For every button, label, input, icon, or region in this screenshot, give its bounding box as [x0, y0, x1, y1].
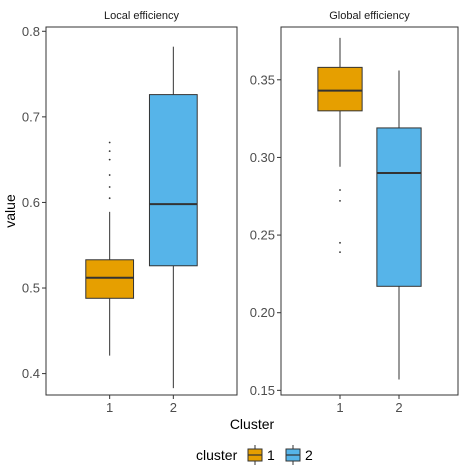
outlier-point — [339, 241, 341, 244]
panel-title: Global efficiency — [329, 10, 410, 22]
y-tick-label: 0.7 — [22, 109, 40, 124]
x-tick-label: 1 — [106, 400, 113, 415]
y-tick-label: 0.35 — [250, 72, 275, 87]
box-1 — [317, 66, 363, 112]
y-tick-label: 0.20 — [250, 305, 275, 320]
legend-label: 1 — [267, 447, 275, 463]
panel-border — [280, 26, 459, 396]
y-tick-label: 0.25 — [250, 228, 275, 243]
outlier-point — [339, 200, 341, 202]
outlier-point — [108, 186, 111, 188]
y-tick-label: 0.8 — [22, 24, 40, 39]
box-2 — [376, 127, 422, 287]
y-axis-title: value — [2, 194, 18, 228]
panel-border — [45, 26, 238, 396]
y-tick-label: 0.5 — [22, 281, 40, 296]
outlier-point — [108, 150, 111, 152]
outlier-point — [108, 158, 111, 161]
outlier-point — [108, 141, 111, 144]
box-2 — [148, 94, 198, 267]
x-tick-label: 2 — [170, 400, 177, 415]
x-tick-label: 2 — [395, 400, 402, 415]
legend-label: 2 — [305, 447, 313, 463]
x-axis-title: Cluster — [230, 416, 275, 432]
outlier-point — [339, 251, 341, 254]
panel-title: Local efficiency — [104, 10, 180, 22]
x-tick-label: 1 — [336, 400, 343, 415]
y-tick-label: 0.6 — [22, 195, 40, 210]
y-tick-label: 0.15 — [250, 383, 275, 398]
y-tick-label: 0.4 — [22, 366, 40, 381]
outlier-point — [108, 174, 111, 176]
box-1 — [85, 259, 135, 299]
legend-title: cluster — [196, 447, 238, 463]
y-tick-label: 0.30 — [250, 150, 275, 165]
outlier-point — [108, 197, 111, 200]
outlier-point — [339, 189, 341, 191]
